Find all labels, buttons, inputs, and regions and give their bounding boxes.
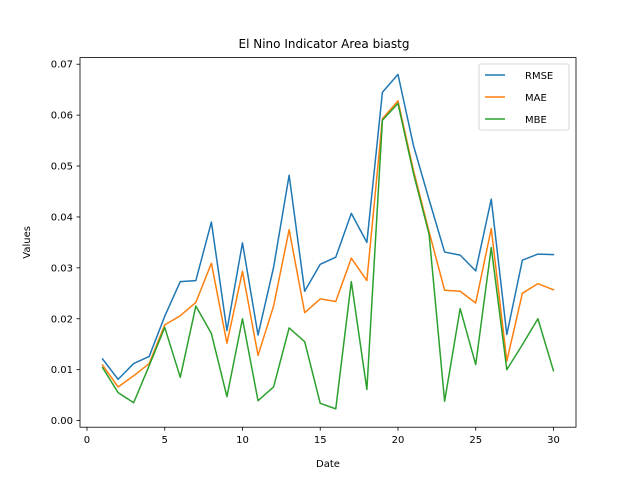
y-tick-label: 0.02 — [51, 314, 73, 325]
legend-label-mbe: MBE — [525, 115, 547, 126]
series-line-mbe — [101, 102, 555, 410]
series-line-rmse — [101, 73, 555, 381]
x-tick-label: 20 — [392, 435, 405, 446]
y-tick-label: 0.03 — [51, 263, 73, 274]
x-tick-label: 15 — [314, 435, 327, 446]
legend-label-rmse: RMSE — [525, 71, 553, 82]
y-tick-label: 0.06 — [51, 111, 73, 122]
x-axis-label: Date — [316, 459, 340, 470]
y-tick-label: 0.00 — [51, 416, 73, 427]
x-axis-ticks: 0 5 10 15 20 25 30 — [84, 427, 560, 446]
y-tick-label: 0.07 — [51, 60, 73, 71]
x-tick-label: 5 — [162, 435, 168, 446]
y-tick-label: 0.04 — [51, 212, 73, 223]
y-tick-label: 0.05 — [51, 162, 73, 173]
x-tick-label: 30 — [547, 435, 560, 446]
legend: RMSE MAE MBE — [478, 63, 570, 131]
y-axis-label: Values — [22, 226, 33, 259]
x-tick-label: 0 — [84, 435, 90, 446]
plot-lines — [101, 73, 555, 410]
chart-title: El Nino Indicator Area biastg — [239, 37, 410, 51]
x-tick-label: 25 — [469, 435, 482, 446]
legend-box — [478, 63, 570, 131]
plot-frame — [79, 57, 577, 428]
legend-label-mae: MAE — [525, 93, 547, 104]
y-axis-ticks: 0.00 0.01 0.02 0.03 0.04 0.05 0.06 0.07 — [51, 60, 80, 427]
series-line-mae — [101, 100, 555, 388]
x-tick-label: 10 — [236, 435, 249, 446]
y-tick-label: 0.01 — [51, 365, 73, 376]
